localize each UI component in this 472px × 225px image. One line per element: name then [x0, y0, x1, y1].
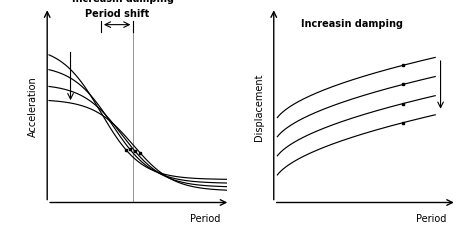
Text: Acceleration: Acceleration [28, 76, 38, 137]
Text: Increasin damping: Increasin damping [301, 19, 403, 29]
Text: Increasin damping: Increasin damping [72, 0, 174, 4]
Text: Displacement: Displacement [254, 73, 264, 141]
Text: Period: Period [190, 214, 220, 224]
Text: Period: Period [416, 214, 447, 224]
Text: Period shift: Period shift [85, 9, 149, 19]
